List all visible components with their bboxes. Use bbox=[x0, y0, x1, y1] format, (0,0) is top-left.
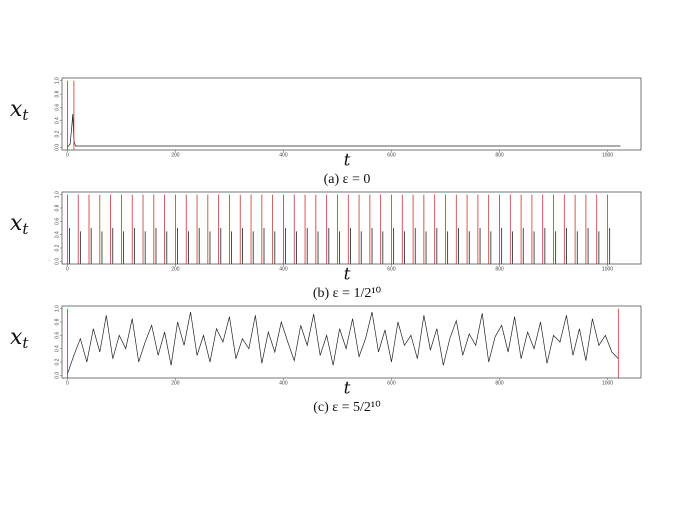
x-tick-label: 0 bbox=[66, 152, 69, 158]
x-tick-label: 600 bbox=[387, 380, 396, 386]
y-axis-label-subscript: t bbox=[22, 106, 29, 124]
x-tick-label: 1000 bbox=[602, 266, 613, 272]
y-tick-label: 0.8 bbox=[54, 204, 60, 211]
x-tick-label: 200 bbox=[171, 152, 180, 158]
y-tick-label: 0.6 bbox=[54, 104, 60, 111]
y-tick-label: 1.0 bbox=[54, 305, 60, 312]
x-tick-label: 800 bbox=[495, 152, 504, 158]
x-axis-label: t bbox=[344, 379, 351, 399]
x-tick-label: 400 bbox=[279, 152, 288, 158]
plot-frame bbox=[61, 77, 642, 151]
x-tick-label: 600 bbox=[387, 152, 396, 158]
plot-frame bbox=[61, 191, 642, 265]
y-axis-label: xt bbox=[10, 211, 29, 238]
caption: (b) ε = 1/2¹⁰ bbox=[313, 286, 382, 301]
caption: (a) ε = 0 bbox=[324, 172, 371, 187]
y-tick-label: 0.8 bbox=[54, 318, 60, 325]
x-tick-label: 400 bbox=[279, 380, 288, 386]
y-axis-label-subscript: t bbox=[22, 220, 29, 238]
y-tick-label: 0.2 bbox=[54, 244, 60, 251]
y-tick-label: 0.2 bbox=[54, 358, 60, 365]
y-tick-label: 0.0 bbox=[54, 144, 60, 151]
x-axis-label: t bbox=[344, 151, 351, 171]
x-tick-label: 600 bbox=[387, 266, 396, 272]
x-tick-label: 1000 bbox=[602, 380, 613, 386]
x-tick-label: 0 bbox=[66, 380, 69, 386]
y-tick-label: 0.4 bbox=[54, 345, 60, 352]
y-tick-label: 0.8 bbox=[54, 90, 60, 97]
y-axis-label: xt bbox=[10, 97, 29, 124]
x-tick-label: 1000 bbox=[602, 152, 613, 158]
y-tick-label: 1.0 bbox=[54, 77, 60, 84]
y-tick-label: 0.4 bbox=[54, 231, 60, 238]
x-tick-label: 400 bbox=[279, 266, 288, 272]
y-tick-label: 1.0 bbox=[54, 191, 60, 198]
y-tick-label: 0.0 bbox=[54, 372, 60, 379]
y-axis-label-main: x bbox=[10, 211, 23, 236]
series-line bbox=[67, 311, 619, 375]
y-axis-label-subscript: t bbox=[22, 334, 29, 352]
x-tick-label: 800 bbox=[495, 380, 504, 386]
x-tick-label: 0 bbox=[66, 266, 69, 272]
x-tick-label: 800 bbox=[495, 266, 504, 272]
y-axis-label: xt bbox=[10, 325, 29, 352]
y-tick-label: 0.4 bbox=[54, 117, 60, 124]
y-axis-label-main: x bbox=[10, 97, 23, 122]
series-line bbox=[67, 113, 621, 148]
y-tick-label: 0.6 bbox=[54, 332, 60, 339]
x-axis-label: t bbox=[344, 265, 351, 285]
x-tick-label: 200 bbox=[171, 266, 180, 272]
y-axis-label-main: x bbox=[10, 325, 23, 350]
y-tick-label: 0.0 bbox=[54, 258, 60, 265]
plot-frame bbox=[61, 305, 642, 379]
y-tick-label: 0.6 bbox=[54, 218, 60, 225]
y-tick-label: 0.2 bbox=[54, 130, 60, 137]
x-tick-label: 200 bbox=[171, 380, 180, 386]
caption: (c) ε = 5/2¹⁰ bbox=[313, 400, 381, 415]
